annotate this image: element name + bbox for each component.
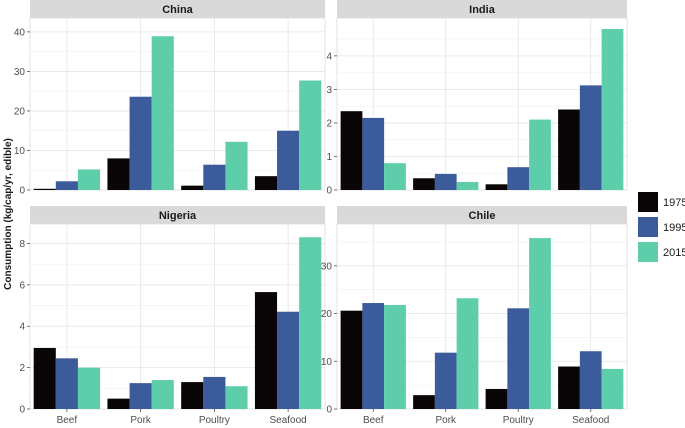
bar-nigeria-poultry-1975 xyxy=(181,382,204,409)
bar-india-pork-2015 xyxy=(456,181,479,190)
y-tick-label: 1 xyxy=(326,152,332,163)
bar-india-pork-1995 xyxy=(434,173,457,190)
bar-china-seafood-1975 xyxy=(254,176,278,190)
bar-nigeria-seafood-1975 xyxy=(254,292,278,409)
bar-india-beef-1975 xyxy=(340,111,363,190)
bar-india-beef-2015 xyxy=(384,163,406,190)
y-tick-label: 2 xyxy=(326,118,332,129)
y-tick-label: 10 xyxy=(14,146,26,157)
y-tick-label: 40 xyxy=(14,27,26,38)
bar-china-beef-2015 xyxy=(77,169,101,190)
bar-nigeria-beef-1995 xyxy=(55,358,78,409)
x-tick-label: Beef xyxy=(57,415,78,426)
bar-china-seafood-2015 xyxy=(299,80,322,190)
y-tick-label: 0 xyxy=(19,405,25,416)
bar-india-poultry-2015 xyxy=(529,119,551,190)
bar-chile-pork-2015 xyxy=(456,298,479,409)
bar-nigeria-pork-1995 xyxy=(129,383,152,409)
y-tick-label: 0 xyxy=(19,186,25,197)
y-tick-label: 2 xyxy=(19,363,25,374)
y-axis-title: Consumption (kg/cap/yr, edible) xyxy=(3,138,14,290)
bar-china-beef-1995 xyxy=(55,181,78,190)
y-tick-label: 30 xyxy=(321,261,333,272)
legend-key-2015 xyxy=(638,242,658,262)
bar-china-poultry-2015 xyxy=(225,141,248,190)
x-tick-label: Seafood xyxy=(572,415,609,426)
bar-china-pork-1995 xyxy=(129,96,152,190)
bar-nigeria-beef-1975 xyxy=(33,347,56,409)
bar-nigeria-poultry-2015 xyxy=(225,386,248,409)
panel-india: India 0 1 2 3 4 xyxy=(326,0,628,197)
panel-strip xyxy=(337,206,627,224)
y-tick-label: 3 xyxy=(326,85,332,96)
bar-india-beef-1995 xyxy=(362,117,385,190)
legend-label: 1975 xyxy=(663,197,685,209)
bar-chile-poultry-1995 xyxy=(507,308,530,409)
panel-title: Chile xyxy=(469,210,496,222)
panel-nigeria: Nigeria 0 2 4 6 8 Beef Pork Poultry Seafood xyxy=(19,206,326,426)
bar-chile-beef-2015 xyxy=(384,304,406,409)
bar-chile-beef-1995 xyxy=(362,303,385,409)
bar-chile-pork-1995 xyxy=(434,352,457,409)
y-tick-label: 6 xyxy=(19,280,25,291)
bar-chile-pork-1975 xyxy=(413,395,435,409)
bar-nigeria-pork-1975 xyxy=(107,398,130,409)
y-tick-label: 20 xyxy=(14,106,26,117)
panel-title: China xyxy=(162,4,193,16)
y-tick-label: 30 xyxy=(14,67,26,78)
bar-chile-beef-1975 xyxy=(340,310,363,409)
plot-area xyxy=(29,17,326,191)
panel-strip xyxy=(30,206,325,224)
y-tick-label: 0 xyxy=(326,405,332,416)
legend-label: 1995 xyxy=(663,222,685,234)
bar-chile-poultry-1975 xyxy=(485,388,508,409)
bar-india-pork-1975 xyxy=(413,178,435,190)
bar-nigeria-seafood-2015 xyxy=(299,237,322,409)
legend: 1975 1995 2015 xyxy=(638,192,685,262)
bar-nigeria-poultry-1995 xyxy=(203,376,226,409)
bar-china-seafood-1995 xyxy=(277,130,300,190)
legend-label: 2015 xyxy=(663,247,685,259)
bar-chile-seafood-2015 xyxy=(601,368,624,409)
bar-india-seafood-1975 xyxy=(558,109,580,190)
y-tick-label: 4 xyxy=(326,51,332,62)
bar-china-poultry-1975 xyxy=(181,185,204,190)
x-tick-label: Beef xyxy=(363,415,384,426)
y-tick-label: 10 xyxy=(321,357,333,368)
panel-title: India xyxy=(469,4,496,16)
bar-china-pork-2015 xyxy=(151,36,174,190)
bar-china-pork-1975 xyxy=(107,158,130,190)
legend-key-1975 xyxy=(638,192,658,212)
x-tick-label: Poultry xyxy=(199,415,230,426)
bar-india-poultry-1975 xyxy=(485,184,508,190)
bar-chile-seafood-1975 xyxy=(558,366,580,409)
x-tick-label: Pork xyxy=(130,415,152,426)
bar-nigeria-seafood-1995 xyxy=(277,311,300,409)
bar-china-poultry-1995 xyxy=(203,164,226,190)
x-tick-label: Pork xyxy=(435,415,457,426)
y-tick-label: 0 xyxy=(326,186,332,197)
bar-india-seafood-2015 xyxy=(601,29,624,190)
bar-nigeria-beef-2015 xyxy=(77,367,101,409)
y-tick-label: 4 xyxy=(19,322,25,333)
panel-strip xyxy=(337,0,627,18)
y-tick-label: 20 xyxy=(321,309,333,320)
panel-title: Nigeria xyxy=(159,210,197,222)
panel-china: China 0 10 20 30 40 xyxy=(14,0,326,197)
bar-china-beef-1975 xyxy=(33,188,56,190)
bar-chile-poultry-2015 xyxy=(529,238,551,409)
x-tick-label: Seafood xyxy=(269,415,306,426)
y-tick-label: 8 xyxy=(19,239,25,250)
bar-nigeria-pork-2015 xyxy=(151,380,174,409)
x-tick-label: Poultry xyxy=(503,415,534,426)
bar-india-poultry-1995 xyxy=(507,167,530,190)
panel-chile: Chile 0 10 20 30 Beef Pork Poultry Seafood xyxy=(321,206,628,426)
bar-chile-seafood-1995 xyxy=(579,351,602,409)
legend-key-1995 xyxy=(638,217,658,237)
bar-india-seafood-1995 xyxy=(579,85,602,190)
panel-strip xyxy=(30,0,325,18)
